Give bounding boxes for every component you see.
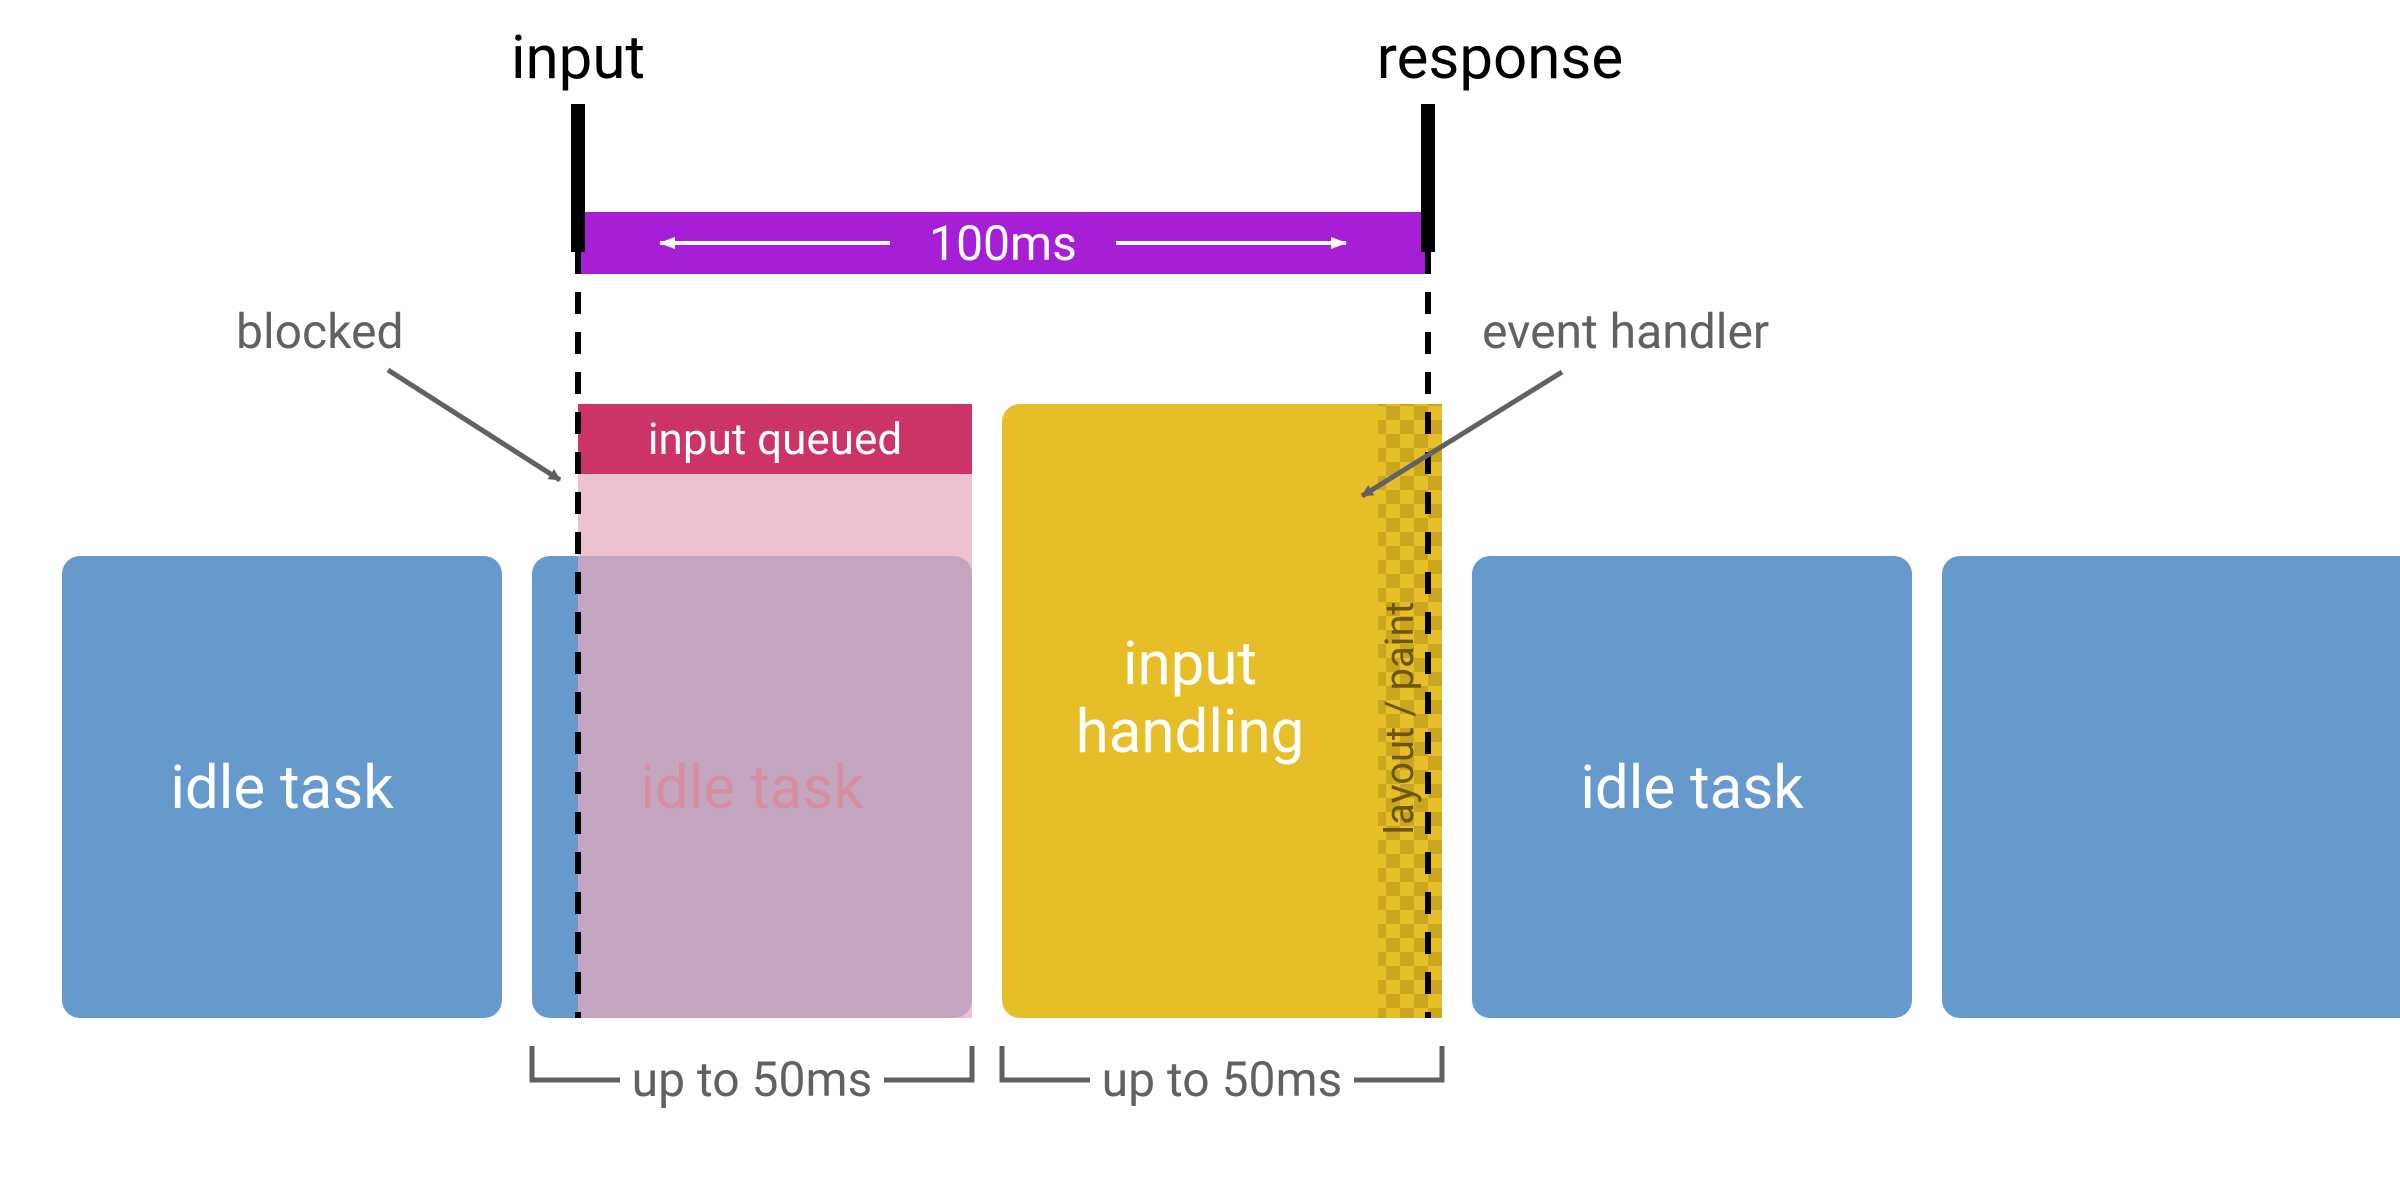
idle-task-1-label: idle task [170, 752, 394, 823]
idle-task-2-label: idle task [640, 752, 864, 823]
task-row: idle task layout / paint input handling … [62, 404, 2400, 1018]
input-handling-label-1: input [1123, 628, 1257, 699]
idle-task-4 [1942, 556, 2400, 1018]
layout-paint-strip: layout / paint [1376, 404, 1442, 1018]
event-handler-annotation-label: event handler [1482, 303, 1769, 360]
bracket-left: up to 50ms up to 50ms [532, 1046, 972, 1110]
svg-text:up to 50ms: up to 50ms [632, 1051, 873, 1108]
budget-bar: 100ms [578, 212, 1428, 274]
bracket-right-label: up to 50ms [1102, 1051, 1343, 1108]
response-marker-label: response [1377, 22, 1623, 93]
budget-bar-label: 100ms [929, 215, 1077, 272]
idle-task-3-label: idle task [1580, 752, 1804, 823]
bracket-right: up to 50ms [1002, 1046, 1442, 1108]
blocked-annotation: blocked [236, 303, 560, 480]
input-handling-label-2: handling [1076, 696, 1305, 767]
input-queued-overlay: input queued [578, 404, 972, 1018]
input-queued-blocked-rect [578, 474, 972, 1018]
layout-paint-label: layout / paint [1376, 601, 1423, 834]
blocked-annotation-label: blocked [236, 303, 404, 360]
input-marker-label: input [511, 22, 645, 93]
input-queued-label: input queued [648, 413, 902, 465]
